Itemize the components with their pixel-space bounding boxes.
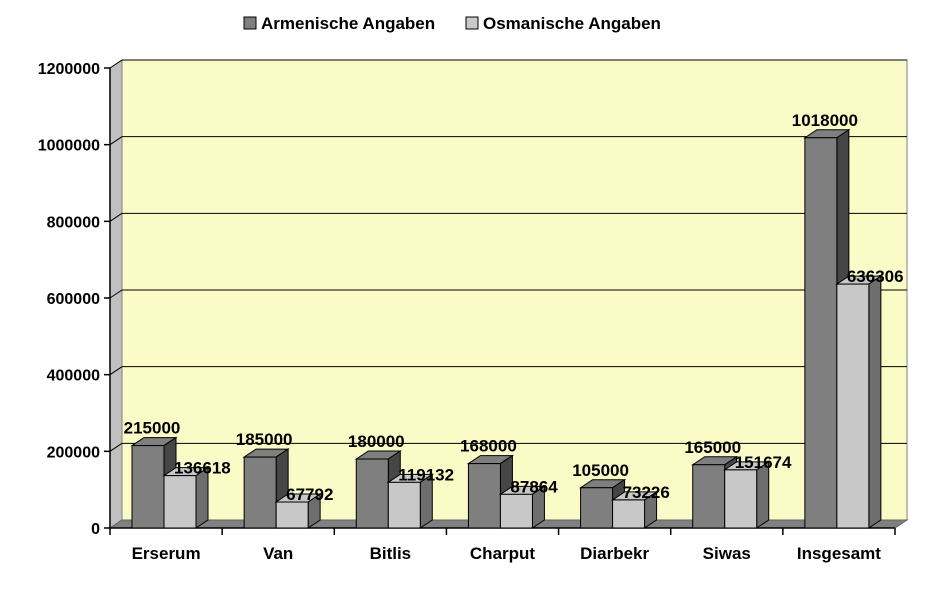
- y-tick-label: 1000000: [38, 138, 100, 155]
- bar-front: [131, 445, 165, 529]
- data-label: 180000: [348, 432, 405, 451]
- bar-front: [355, 458, 389, 529]
- bar-front: [243, 456, 277, 529]
- bar-ottoman: [498, 485, 547, 529]
- legend-label: Armenische Angaben: [261, 14, 435, 33]
- bar-front: [836, 283, 870, 529]
- y-tick-label: 400000: [47, 368, 100, 385]
- bar-ottoman: [162, 466, 210, 529]
- bar-front: [692, 464, 726, 529]
- bar-side: [868, 275, 882, 529]
- x-tick-label: Erserum: [132, 544, 201, 563]
- data-label: 215000: [124, 419, 181, 438]
- bar-front: [612, 499, 646, 529]
- bar-front: [275, 501, 309, 529]
- bar-front: [163, 475, 197, 529]
- bar-front: [804, 137, 838, 529]
- data-label: 151674: [735, 453, 792, 472]
- bar-front: [580, 487, 614, 529]
- x-tick-label: Bitlis: [370, 544, 412, 563]
- gridline-side: [109, 366, 123, 376]
- data-label: 119132: [398, 465, 454, 484]
- bar-front: [499, 493, 533, 529]
- x-tick-label: Diarbekr: [580, 544, 649, 563]
- y-tick-label: 1200000: [38, 61, 100, 78]
- data-label: 105000: [572, 461, 629, 480]
- y-tick-label: 200000: [47, 444, 100, 461]
- y-tick-label: 800000: [47, 214, 100, 231]
- y-tick-label: 600000: [47, 291, 100, 308]
- data-label: 1018000: [792, 111, 858, 130]
- bar-front: [724, 469, 758, 529]
- x-tick-label: Van: [263, 544, 293, 563]
- gridline-side: [109, 212, 123, 222]
- bar-ottoman: [723, 460, 771, 529]
- data-label: 87864: [510, 477, 558, 496]
- gridline-side: [109, 289, 123, 299]
- y-tick-label: 0: [91, 521, 100, 538]
- x-tick-label: Siwas: [703, 544, 751, 563]
- gridline-side: [109, 136, 123, 146]
- data-label: 185000: [236, 430, 293, 449]
- legend: Armenische Angaben Osmanische Angaben: [243, 14, 661, 33]
- data-label: 165000: [684, 438, 741, 457]
- bar-ottoman: [274, 493, 322, 529]
- data-label: 136618: [174, 459, 231, 478]
- legend-swatch: [243, 16, 257, 30]
- x-tick-label: Charput: [470, 544, 536, 563]
- bar-front: [467, 463, 501, 529]
- plot-area: 0 200000 400000 600000 800000 1000000 1200000 E…: [38, 59, 909, 563]
- data-label: 168000: [460, 437, 517, 456]
- data-label: 73226: [623, 483, 670, 502]
- bar-ottoman: [610, 490, 659, 529]
- bar-ottoman: [835, 275, 883, 529]
- bar-ottoman: [386, 473, 434, 529]
- legend-label: Osmanische Angaben: [483, 14, 661, 33]
- gridline-side: [109, 59, 123, 69]
- legend-swatch: [465, 16, 479, 30]
- bar-front: [387, 481, 421, 529]
- x-tick-label: Insgesamt: [797, 544, 881, 563]
- data-label: 636306: [847, 267, 904, 286]
- gridline-side: [109, 442, 123, 452]
- data-label: 67792: [286, 485, 333, 504]
- bar-armenian: [578, 478, 627, 529]
